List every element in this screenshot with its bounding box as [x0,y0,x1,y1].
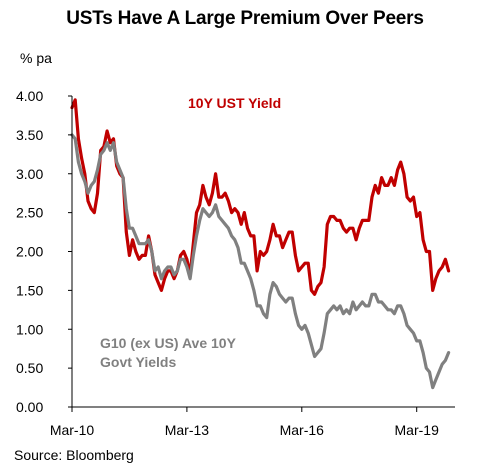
y-tick-label: 2.50 [16,205,43,221]
y-tick-layer: 0.00 0.50 1.00 1.50 2.00 2.50 3.00 3.50 4.00 [16,88,72,415]
series-layer [70,98,451,390]
y-tick-label: 3.50 [16,127,43,143]
ust-yield-line [70,98,451,296]
g10-yield-line [70,133,451,390]
x-tick-label: Mar-19 [395,422,440,438]
g10-series-label: G10 (ex US) Ave 10Y [100,335,237,351]
x-tick-label: Mar-13 [165,422,210,438]
annotation-layer: 10Y UST Yield G10 (ex US) Ave 10Y Govt Yie… [100,95,281,370]
y-tick-label: 3.00 [16,166,43,182]
chart-title: USTs Have A Large Premium Over Peers [66,8,424,29]
y-tick-label: 0.50 [16,360,43,376]
y-tick-label: 0.00 [16,399,43,415]
y-tick-label: 1.50 [16,282,43,298]
g10-series-label: Govt Yields [100,354,176,370]
x-tick-layer: Mar-10 Mar-13 Mar-16 Mar-19 [50,407,439,438]
ust-series-label: 10Y UST Yield [188,95,281,111]
y-axis-unit-label: % pa [20,50,52,66]
x-tick-label: Mar-10 [50,422,95,438]
y-tick-label: 4.00 [16,88,43,104]
source-label: Source: Bloomberg [14,447,134,463]
x-tick-label: Mar-16 [280,422,325,438]
y-tick-label: 2.00 [16,244,43,260]
y-tick-label: 1.00 [16,321,43,337]
